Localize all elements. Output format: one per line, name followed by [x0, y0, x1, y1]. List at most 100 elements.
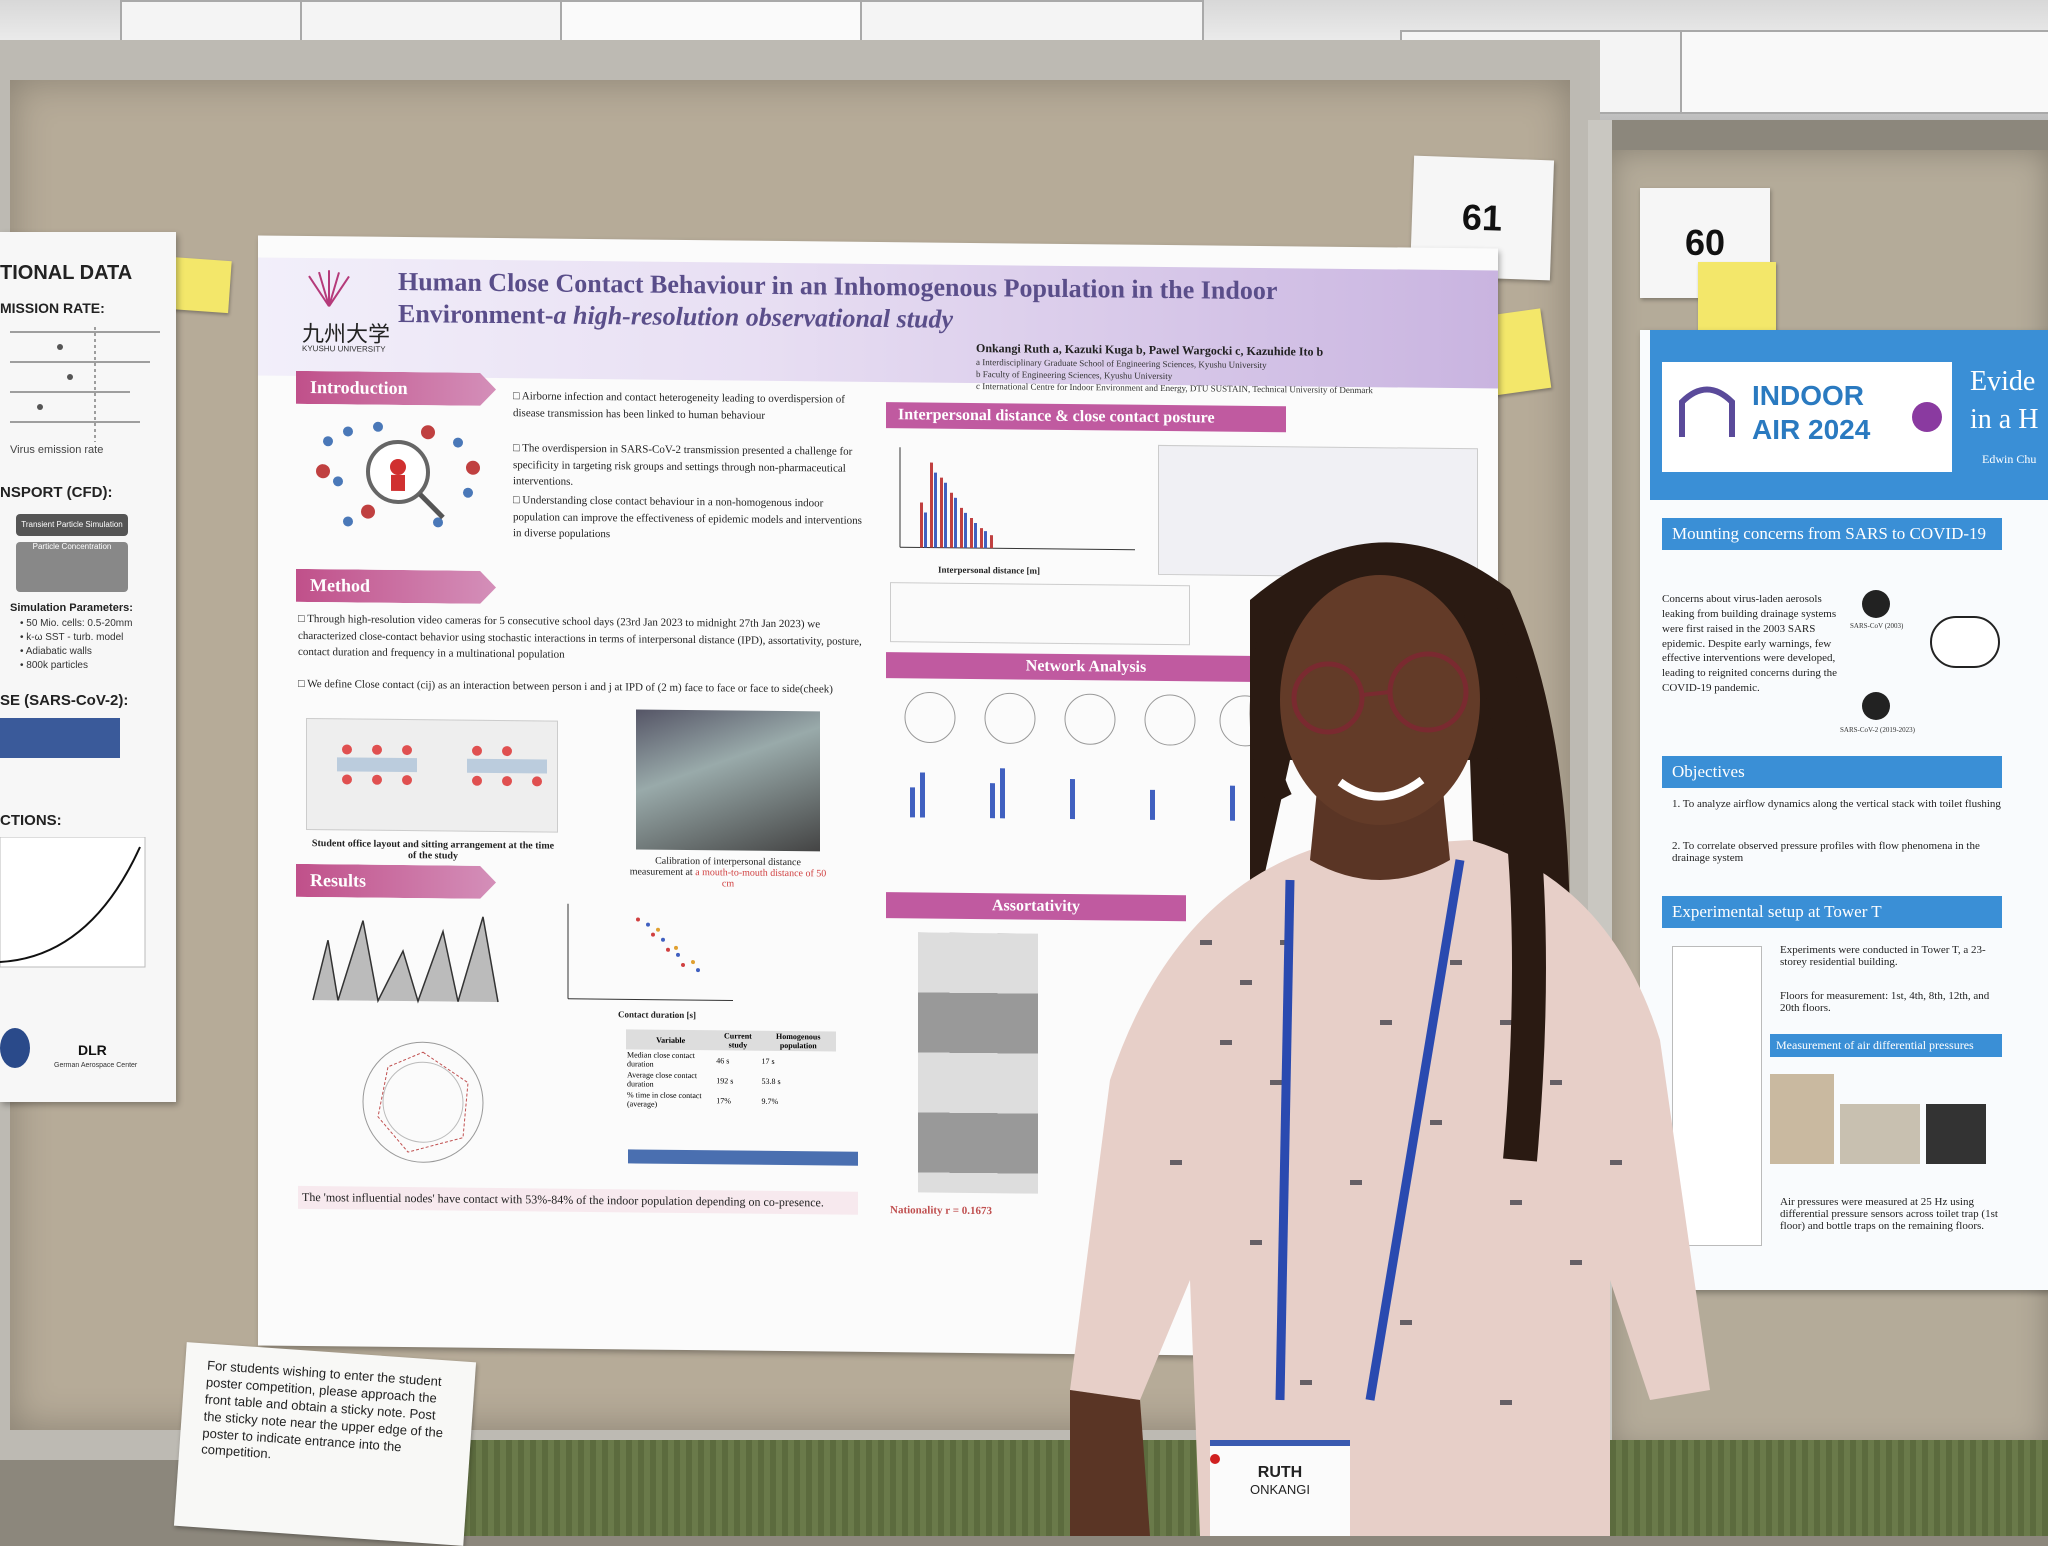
param: • 800k particles — [20, 660, 88, 671]
table-row: Average close contact duration 192 s 53.8 … — [626, 1069, 836, 1091]
photo-caption: Calibration of interpersonal distance me… — [628, 855, 828, 890]
method-bullet-2: □ We define Close contact (cij) as an in… — [298, 677, 833, 696]
nationality-label: Nationality r = 0.1673 — [890, 1204, 993, 1218]
param: • k-ω SST - turb. model — [20, 632, 124, 643]
table-cell: 192 s — [716, 1075, 734, 1085]
dlr-logo-sub: German Aerospace Center — [54, 1062, 138, 1069]
table-row: Median close contact duration 46 s 17 s — [626, 1049, 836, 1071]
photo-caption-red: a mouth-to-mouth distance of 50 cm — [695, 867, 827, 890]
hibiscus-icon — [1912, 402, 1942, 432]
sim-label: Transient Particle Simulation — [16, 514, 128, 536]
table-cell: % time in close contact (average) — [627, 1090, 702, 1109]
contact-duration-chart — [567, 903, 733, 1001]
objective-2: 2. To correlate observed pressure profil… — [1672, 840, 1980, 864]
param: • 50 Mio. cells: 0.5-20mm — [20, 618, 133, 629]
university-name: KYUSHU UNIVERSITY — [302, 343, 386, 354]
table-cell: 9.7% — [761, 1096, 779, 1106]
emission-chart — [10, 327, 160, 442]
timeline-bar — [628, 1149, 858, 1166]
assortativity-matrix — [918, 932, 1038, 1194]
trap-photo — [1840, 1104, 1920, 1164]
badge-flag-icon — [1210, 1454, 1220, 1464]
section-experimental-setup: Experimental setup at Tower T — [1662, 896, 2002, 928]
section-mounting-concerns: Mounting concerns from SARS to COVID-19 — [1662, 518, 2002, 550]
left-heading: TIONAL DATA — [0, 262, 133, 284]
results-table: Variable Current study Homogenous popula… — [626, 1029, 836, 1111]
thought-bubble-icon — [1930, 616, 2000, 668]
calibration-photo — [636, 709, 820, 852]
right-title: in a H — [1970, 404, 2039, 435]
dlr-logo: DLR — [78, 1042, 107, 1058]
method-heading: Method — [296, 569, 496, 604]
section1-text: Concerns about virus-laden aerosols leak… — [1662, 593, 1838, 695]
office-layout-figure — [306, 718, 558, 833]
badge-last-name: ONKANGI — [1250, 1482, 1310, 1497]
time-series-chart — [312, 916, 499, 1004]
setup-1: Experiments were conducted in Tower T, a… — [1780, 944, 1986, 968]
intro-bullet-2: □ The overdispersion in SARS-CoV-2 trans… — [513, 442, 853, 488]
left-heading: NSPORT (CFD): — [0, 484, 113, 501]
network-graphs — [904, 692, 1270, 821]
radar-chart — [362, 1041, 484, 1163]
ipd-heading: Interpersonal distance & close contact p… — [886, 402, 1286, 433]
table-header: Current study — [723, 1031, 752, 1050]
logo-text-line2: AIR 2024 — [1752, 414, 1871, 445]
right-poster: INDOOR AIR 2024 Evide in a H Edwin Chu M… — [1640, 330, 2048, 1290]
poster-title-part: Environment- — [398, 298, 554, 330]
table-cell: Median close contact duration — [627, 1050, 695, 1069]
person-presenter — [1070, 542, 1710, 1536]
poster-title-line2: Environment-a high-resolution observatio… — [398, 299, 953, 335]
toilet-photo — [1770, 1074, 1834, 1164]
affiliation: b Faculty of Engineering Sciences, Kyush… — [976, 369, 1173, 382]
sars-label: SARS-CoV (2003) — [1850, 622, 1904, 630]
sensor-photo — [1926, 1104, 1986, 1164]
layout-caption: Student office layout and sitting arrang… — [311, 838, 555, 862]
table-cell: 53.8 s — [761, 1076, 781, 1086]
ipd-histogram — [899, 447, 1135, 551]
poster-subtitle: a high-resolution observational study — [553, 300, 953, 334]
left-heading: SE (SARS-CoV-2): — [0, 692, 129, 709]
intro-bullet-text: The overdispersion in SARS-CoV-2 transmi… — [513, 442, 853, 488]
method-bullet-text: Through high-resolution video cameras fo… — [298, 613, 862, 661]
results-heading: Results — [296, 864, 496, 899]
contact-duration-label: Contact duration [s] — [618, 1009, 696, 1021]
growth-chart — [0, 837, 146, 968]
left-heading: CTIONS: — [0, 812, 62, 829]
intro-heading: Introduction — [296, 371, 496, 406]
name-badge: RUTH ONKANGI — [1210, 1440, 1350, 1536]
intro-bullet-1: □ Airborne infection and contact heterog… — [513, 390, 845, 422]
virus-icon — [1862, 692, 1890, 720]
competition-note-card: For students wishing to enter the studen… — [173, 1342, 477, 1546]
subsection-air-pressure: Measurement of air differential pressure… — [1770, 1034, 2002, 1057]
logo-text-line1: INDOOR — [1752, 380, 1864, 411]
table-row: % time in close contact (average) 17% 9.7% — [626, 1089, 836, 1111]
setup-3: Air pressures were measured at 25 Hz usi… — [1780, 1196, 1998, 1232]
university-crest-icon — [304, 266, 354, 313]
intro-bullet-text: Airborne infection and contact heterogen… — [513, 390, 845, 422]
setup-2: Floors for measurement: 1st, 4th, 8th, 1… — [1780, 990, 1990, 1014]
sim-figure: Particle Concentration — [16, 542, 128, 592]
table-cell: 46 s — [716, 1055, 730, 1065]
param: • Adiabatic walls — [20, 646, 92, 657]
left-poster: TIONAL DATA MISSION RATE: Virus emission… — [0, 232, 176, 1102]
footer-note: The 'most influential nodes' have contac… — [298, 1185, 858, 1215]
main-poster: 九州大学 KYUSHU UNIVERSITY Human Close Conta… — [258, 235, 1498, 1359]
left-heading: MISSION RATE: — [0, 300, 105, 316]
crowd-illustration — [316, 421, 480, 528]
intro-bullet-text: Understanding close contact behaviour in… — [513, 494, 862, 541]
sars2-label: SARS-CoV-2 (2019-2023) — [1840, 726, 1915, 734]
method-bullet-1: □ Through high-resolution video cameras … — [298, 612, 862, 661]
right-title: Evide — [1970, 366, 2036, 397]
params-title: Simulation Parameters: — [10, 602, 133, 614]
logo-house-icon — [1679, 386, 1735, 437]
building-diagram — [1672, 946, 1762, 1246]
table-header: Homogenous population — [776, 1031, 821, 1051]
left-axis-label: Virus emission rate — [10, 444, 104, 456]
table-header: Variable — [656, 1035, 686, 1045]
intro-bullet-3: □ Understanding close contact behaviour … — [513, 494, 862, 541]
formula-table — [0, 718, 120, 758]
indoor-air-logo: INDOOR AIR 2024 — [1662, 362, 1952, 472]
method-bullet-text: We define Close contact (cij) as an inte… — [307, 678, 833, 696]
table-cell: 17% — [716, 1095, 731, 1105]
table-cell: Average close contact duration — [627, 1070, 698, 1089]
